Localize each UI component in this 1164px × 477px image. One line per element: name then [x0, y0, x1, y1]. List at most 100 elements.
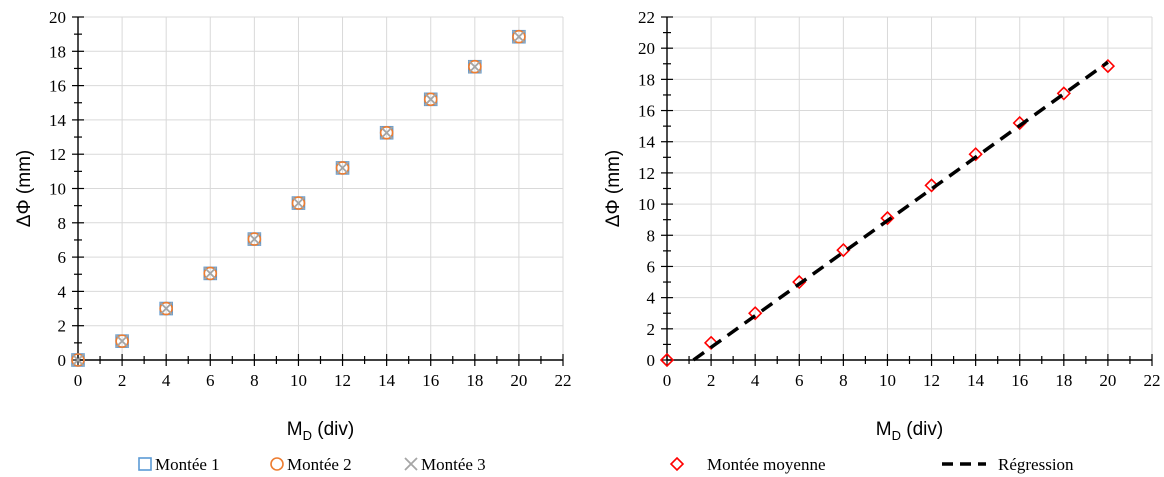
x-tick-label: 16: [422, 371, 439, 390]
data-point: [880, 210, 895, 226]
data-point: [71, 353, 85, 367]
x-tick-label: 22: [555, 371, 572, 390]
data-point: [291, 196, 306, 210]
x-tick-label: 10: [879, 371, 896, 390]
data-point: [335, 161, 350, 175]
x-tick-label: 18: [466, 371, 483, 390]
data-point: [468, 59, 482, 74]
y-tick-label: 4: [58, 282, 67, 301]
y-tick-label: 2: [58, 317, 67, 336]
data-point: [159, 301, 173, 316]
data-point: [924, 178, 939, 193]
x-tick-label: 2: [707, 371, 716, 390]
y-tick-label: 20: [638, 39, 655, 58]
y-tick-label: 14: [49, 111, 67, 130]
legend-item-montee-3: Montée 3: [404, 455, 486, 474]
data-point: [115, 334, 129, 348]
x-tick-label: 2: [118, 371, 127, 390]
y-tick-label: 16: [638, 102, 655, 121]
y-tick-label: 14: [638, 133, 656, 152]
legend-label: Montée 2: [287, 455, 352, 474]
y-tick-label: 0: [647, 351, 656, 370]
x-tick-label: 6: [795, 371, 804, 390]
y-tick-label: 12: [638, 164, 655, 183]
x-tick-label: 6: [206, 371, 215, 390]
legend-label: Montée 1: [155, 455, 220, 474]
legend-item-regression: Régression: [942, 455, 1074, 474]
data-point: [423, 92, 438, 107]
legend-item-montee-1: Montée 1: [138, 455, 220, 474]
legend-label: Montée 3: [421, 455, 486, 474]
data-point: [203, 266, 218, 281]
x-tick-label: 14: [378, 371, 396, 390]
x-tick-label: 8: [839, 371, 848, 390]
x-axis-title: MD (div): [287, 419, 354, 443]
y-tick-label: 10: [49, 180, 66, 199]
data-point: [159, 301, 173, 316]
data-point: [71, 353, 85, 367]
tick-marks: [72, 16, 564, 366]
x-axis-title: MD (div): [876, 419, 943, 443]
data-point: [468, 60, 482, 74]
y-tick-label: 10: [638, 195, 655, 214]
data-point: [203, 266, 217, 281]
legend-swatch: [669, 456, 685, 472]
x-tick-label: 4: [751, 371, 760, 390]
series-r-gression: [692, 60, 1109, 362]
x-tick-label: 14: [967, 371, 985, 390]
data-point: [335, 161, 350, 175]
y-axis-title: ΔΦ (mm): [603, 150, 624, 227]
y-tick-label: 0: [58, 351, 67, 370]
data-point: [424, 92, 438, 106]
data-point: [379, 125, 394, 140]
data-point: [247, 232, 262, 246]
y-tick-label: 6: [58, 248, 67, 267]
gridlines: [78, 16, 564, 360]
data-point: [291, 196, 306, 210]
data-point: [512, 30, 526, 44]
y-tick-label: 6: [647, 257, 656, 276]
x-tick-label: 22: [1144, 371, 1161, 390]
gridlines: [667, 16, 1153, 360]
x-tick-label: 8: [250, 371, 259, 390]
x-tick-label: 0: [74, 371, 83, 390]
y-tick-label: 18: [638, 70, 655, 89]
data-point: [379, 126, 394, 140]
legend-item-montee-2: Montée 2: [270, 455, 352, 474]
data-point: [247, 232, 262, 246]
legend-swatch: [404, 457, 418, 471]
tick-marks: [661, 16, 1153, 366]
y-axis-title: ΔΦ (mm): [14, 150, 35, 227]
y-tick-label: 4: [647, 289, 656, 308]
legend-left: Montée 1 Montée 2 Montée 3: [138, 455, 486, 474]
x-tick-label: 16: [1011, 371, 1028, 390]
y-tick-label: 12: [49, 145, 66, 164]
x-tick-label: 12: [334, 371, 351, 390]
legend-swatch: [138, 457, 152, 471]
x-tick-label: 10: [290, 371, 307, 390]
y-tick-label: 8: [58, 214, 67, 233]
x-tick-label: 0: [663, 371, 672, 390]
chart-right: 0 2 4 6 8 10 12 14 16 18 20 22 0 2 4 6 8 10 12 14 16 18 20 22 ΔΦ…: [603, 8, 1161, 443]
data-point: [1056, 86, 1071, 101]
data-point: [512, 29, 526, 44]
data-point: [703, 335, 719, 350]
x-tick-label: 12: [923, 371, 940, 390]
series-mont-e-2: [71, 29, 526, 367]
legend-swatch: [270, 457, 284, 471]
data-point: [659, 352, 675, 368]
x-tick-label: 20: [510, 371, 527, 390]
series-mont-e-3: [71, 30, 526, 367]
y-tick-label: 2: [647, 320, 656, 339]
legend-item-montee-moyenne: Montée moyenne: [669, 455, 826, 474]
regression-line: [692, 60, 1109, 362]
x-tick-label: 18: [1055, 371, 1072, 390]
legend-label: Montée moyenne: [707, 455, 826, 474]
x-tick-label: 4: [162, 371, 171, 390]
chart-left: 0 2 4 6 8 10 12 14 16 18 20 22 0 2 4 6 8 10 12 14 16 18 20 ΔΦ (…: [14, 8, 572, 443]
series-mont-e-moyenne: [659, 58, 1116, 368]
data-point: [748, 306, 763, 321]
legend-right: Montée moyenne Régression: [669, 455, 1074, 474]
y-tick-label: 22: [638, 8, 655, 27]
